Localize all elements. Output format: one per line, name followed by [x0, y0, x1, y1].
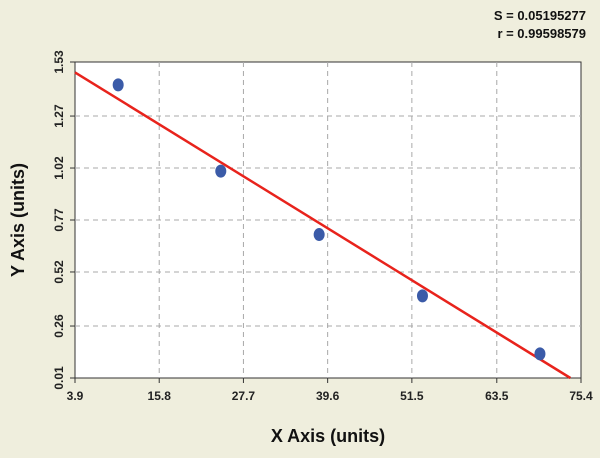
r-statistic: r = 0.99598579: [497, 26, 586, 41]
y-tick-label: 0.01: [52, 366, 66, 390]
x-tick-label: 51.5: [400, 389, 424, 403]
data-point: [215, 164, 227, 178]
data-point: [112, 78, 124, 92]
fit-line: [74, 71, 572, 380]
x-tick-label: 39.6: [316, 389, 340, 403]
fit-line-group: [74, 71, 572, 380]
x-tick-labels: 3.9 15.8 27.7 39.6 51.5 63.5 75.4: [67, 389, 593, 403]
x-tick-label: 63.5: [485, 389, 509, 403]
x-tick-label: 75.4: [569, 389, 593, 403]
y-tick-label: 0.52: [52, 260, 66, 284]
data-point: [416, 289, 428, 303]
y-tick-label: 1.02: [52, 156, 66, 180]
y-tick-label: 1.27: [52, 104, 66, 128]
x-axis-label: X Axis (units): [271, 426, 385, 446]
data-point: [534, 347, 546, 361]
y-tick-label: 1.53: [52, 50, 66, 74]
s-statistic: S = 0.05195277: [493, 8, 586, 23]
y-tick-label: 0.26: [52, 314, 66, 338]
data-point: [313, 228, 325, 242]
x-tick-label: 15.8: [148, 389, 172, 403]
x-tick-label: 27.7: [232, 389, 256, 403]
y-tick-label: 0.77: [52, 208, 66, 232]
y-tick-labels: 0.01 0.26 0.52 0.77 1.02 1.27 1.53: [52, 50, 66, 390]
y-axis-label: Y Axis (units): [8, 163, 28, 277]
grid-lines: [70, 61, 582, 383]
x-tick-label: 3.9: [67, 389, 84, 403]
data-points: [112, 78, 546, 361]
